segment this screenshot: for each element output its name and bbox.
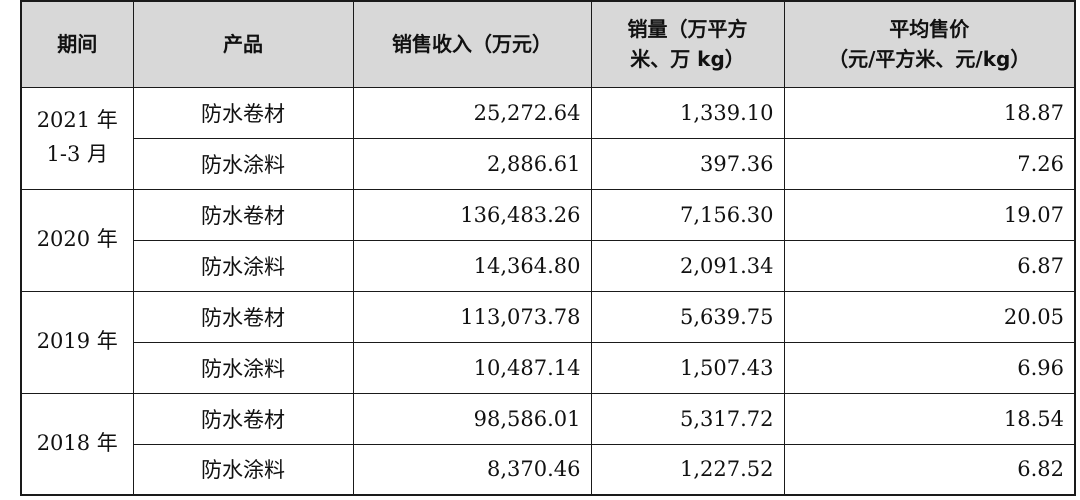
header-price-line2: （元/平方米、元/kg） — [828, 47, 1031, 72]
period-cell: 2018 年 — [20, 392, 134, 496]
product-cell: 防水卷材 — [132, 290, 354, 343]
price-cell: 6.82 — [783, 443, 1076, 496]
sales-table: 期间 产品 销售收入（万元） 销量（万平方 米、万 kg） 平均售价 （元/平方… — [20, 0, 1076, 496]
price-cell: 18.54 — [783, 392, 1076, 445]
volume-cell: 397.36 — [590, 137, 785, 190]
header-product: 产品 — [132, 0, 354, 88]
table-row: 2021 年 1-3 月 防水卷材 25,272.64 1,339.10 18.… — [20, 86, 1076, 190]
period-cell: 2021 年 1-3 月 — [20, 86, 134, 190]
revenue-cell: 10,487.14 — [352, 341, 592, 394]
price-cell: 19.07 — [783, 188, 1076, 241]
product-cell: 防水涂料 — [132, 137, 354, 190]
product-cell: 防水涂料 — [132, 341, 354, 394]
revenue-cell: 136,483.26 — [352, 188, 592, 241]
table-row: 防水涂料 10,487.14 1,507.43 6.96 — [21, 341, 1076, 394]
revenue-cell: 98,586.01 — [352, 392, 592, 445]
header-price: 平均售价 （元/平方米、元/kg） — [783, 0, 1076, 88]
table-row: 2018 年 防水卷材 98,586.01 5,317.72 18.54 — [20, 392, 1076, 496]
price-cell: 6.87 — [783, 239, 1076, 292]
volume-cell: 1,507.43 — [590, 341, 785, 394]
table-row: 防水涂料 2,886.61 397.36 7.26 — [21, 137, 1076, 190]
product-cell: 防水涂料 — [132, 443, 354, 496]
table-body: 2021 年 1-3 月 防水卷材 25,272.64 1,339.10 18.… — [20, 86, 1076, 496]
table-header: 期间 产品 销售收入（万元） 销量（万平方 米、万 kg） 平均售价 （元/平方… — [20, 0, 1076, 88]
price-cell: 7.26 — [783, 137, 1076, 190]
volume-cell: 2,091.34 — [590, 239, 785, 292]
table-row: 防水涂料 14,364.80 2,091.34 6.87 — [21, 239, 1076, 292]
period-cell: 2019 年 — [20, 290, 134, 394]
price-cell: 18.87 — [783, 86, 1076, 139]
price-cell: 20.05 — [783, 290, 1076, 343]
table-row: 2020 年 防水卷材 136,483.26 7,156.30 19.07 — [20, 188, 1076, 292]
revenue-cell: 2,886.61 — [352, 137, 592, 190]
product-cell: 防水涂料 — [132, 239, 354, 292]
price-cell: 6.96 — [783, 341, 1076, 394]
revenue-cell: 14,364.80 — [352, 239, 592, 292]
product-cell: 防水卷材 — [132, 86, 354, 139]
product-cell: 防水卷材 — [132, 392, 354, 445]
volume-cell: 1,227.52 — [590, 443, 785, 496]
header-row: 期间 产品 销售收入（万元） 销量（万平方 米、万 kg） 平均售价 （元/平方… — [20, 0, 1076, 88]
volume-cell: 5,317.72 — [590, 392, 785, 445]
header-revenue: 销售收入（万元） — [352, 0, 592, 88]
header-volume-line2: 米、万 kg） — [630, 47, 745, 72]
revenue-cell: 25,272.64 — [352, 86, 592, 139]
period-line2: 1-3 月 — [46, 142, 109, 166]
period-line1: 2021 年 — [36, 108, 118, 133]
header-volume-line1: 销量（万平方 — [627, 17, 748, 42]
volume-cell: 5,639.75 — [590, 290, 785, 343]
table-row: 2019 年 防水卷材 113,073.78 5,639.75 20.05 — [20, 290, 1076, 394]
volume-cell: 1,339.10 — [590, 86, 785, 139]
header-period: 期间 — [20, 0, 134, 88]
period-cell: 2020 年 — [20, 188, 134, 292]
header-price-line1: 平均售价 — [889, 17, 970, 42]
revenue-cell: 113,073.78 — [352, 290, 592, 343]
product-cell: 防水卷材 — [132, 188, 354, 241]
volume-cell: 7,156.30 — [590, 188, 785, 241]
header-volume: 销量（万平方 米、万 kg） — [590, 0, 785, 88]
revenue-cell: 8,370.46 — [352, 443, 592, 496]
table-row: 防水涂料 8,370.46 1,227.52 6.82 — [21, 443, 1076, 496]
